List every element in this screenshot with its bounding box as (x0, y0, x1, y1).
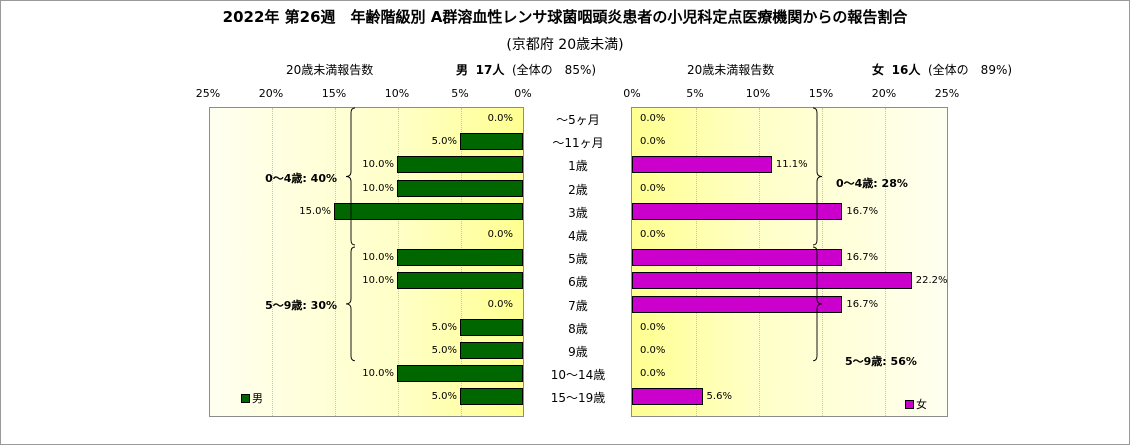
female-tick-label: 5% (686, 87, 704, 100)
male-value-label: 5.0% (431, 345, 457, 356)
male-gridline (335, 108, 336, 416)
age-category-label: 10～14歳 (550, 368, 606, 383)
female-summary-count: 16人 (891, 63, 921, 77)
age-category-label: ～5ヶ月 (556, 113, 600, 127)
male-legend-swatch (241, 393, 250, 403)
female-tick-label: 25% (934, 87, 960, 100)
female-bar (632, 295, 843, 313)
male-value-label: 15.0% (299, 205, 331, 217)
male-legend-label: 男 (252, 392, 263, 405)
female-tick-label: 10% (745, 87, 771, 100)
female-summary-share: (全体の 89%) (928, 63, 1013, 77)
age-category-label: 15～19歳 (550, 391, 606, 406)
male-bar (397, 365, 523, 383)
male-group-brace (345, 107, 356, 246)
female-tick-label: 20% (871, 87, 897, 100)
male-summary-sex: 男 (456, 63, 469, 77)
male-value-label: 5.0% (431, 321, 457, 333)
female-bar (632, 272, 912, 290)
female-value-label: 0.0% (640, 229, 666, 240)
age-category-label: ～11ヶ月 (552, 136, 604, 151)
female-value-label: 0.0% (640, 321, 666, 333)
female-group-label: 0～4歳: 28% (836, 176, 908, 190)
female-value-label: 0.0% (640, 368, 666, 380)
age-category-label: 5歳 (568, 252, 588, 267)
male-value-label: 5.0% (431, 136, 457, 148)
male-group-brace (345, 246, 356, 362)
female-group-brace (812, 107, 823, 246)
female-summary-sex: 女 (872, 63, 885, 77)
female-value-label: 11.1% (775, 159, 808, 171)
female-summary: 女 16人 (全体の 89%) (872, 61, 1012, 78)
male-bar (334, 202, 523, 220)
female-group-label: 5～9歳: 56% (845, 355, 917, 368)
female-value-label: 0.0% (640, 345, 666, 356)
female-bar (632, 156, 772, 174)
female-value-label: 16.7% (846, 252, 879, 264)
male-summary: 男 17人 (全体の 85%) (456, 61, 596, 78)
female-legend-swatch (905, 399, 914, 409)
male-value-label: 10.0% (362, 159, 394, 171)
male-tick-label: 0% (514, 87, 532, 100)
female-value-label: 16.7% (846, 298, 879, 310)
female-bar (632, 249, 843, 267)
age-category-label: 2歳 (568, 182, 588, 197)
age-category-label: 9歳 (568, 345, 588, 359)
male-bar (397, 179, 523, 197)
male-value-label: 0.0% (487, 113, 513, 124)
male-bar (460, 342, 523, 359)
male-bar (460, 388, 523, 406)
male-bar (397, 272, 523, 290)
male-bar (397, 156, 523, 174)
male-value-label: 10.0% (362, 252, 394, 264)
female-value-label: 0.0% (640, 182, 666, 194)
male-tick-label: 5% (451, 87, 469, 100)
female-gridline (885, 108, 886, 416)
female-bar (632, 202, 843, 220)
male-summary-count: 17人 (475, 63, 505, 77)
male-bar (397, 249, 523, 267)
male-value-label: 10.0% (362, 275, 394, 287)
male-value-label: 10.0% (362, 182, 394, 194)
female-value-label: 0.0% (640, 136, 666, 148)
age-category-label: 1歳 (568, 159, 588, 174)
male-value-label: 10.0% (362, 368, 394, 380)
male-tick-label: 10% (384, 87, 410, 100)
female-tick-label: 15% (808, 87, 834, 100)
male-legend: 男 (241, 390, 263, 406)
male-bar (460, 133, 523, 151)
female-bar (632, 388, 703, 406)
female-legend: 女 (905, 396, 927, 412)
male-group-label: 0～4歳: 40% (265, 171, 337, 185)
male-bar (460, 318, 523, 336)
male-value-label: 5.0% (431, 391, 457, 403)
female-value-label: 0.0% (640, 113, 666, 124)
male-group-label: 5～9歳: 30% (265, 299, 337, 313)
male-tick-label: 15% (321, 87, 347, 100)
age-category-label: 4歳 (568, 229, 588, 243)
female-axis-label: 20歳未満報告数 (687, 63, 775, 77)
male-value-label: 0.0% (487, 229, 513, 240)
male-summary-share: (全体の 85%) (512, 63, 597, 77)
chart-subtitle: (京都府 20歳未満) (506, 37, 624, 53)
age-category-label: 3歳 (568, 205, 588, 220)
age-category-label: 6歳 (568, 275, 588, 290)
male-value-label: 0.0% (487, 298, 513, 310)
female-value-label: 16.7% (846, 205, 879, 217)
age-category-label: 7歳 (568, 298, 588, 313)
male-tick-label: 20% (258, 87, 284, 100)
female-tick-label: 0% (623, 87, 641, 100)
female-value-label: 5.6% (706, 391, 732, 403)
male-gridline (272, 108, 273, 416)
chart-title: 2022年 第26週 年齢階級別 A群溶血性レンサ球菌咽頭炎患者の小児科定点医療… (222, 8, 908, 26)
male-tick-label: 25% (195, 87, 221, 100)
age-category-label: 8歳 (568, 321, 588, 336)
female-group-brace (812, 246, 823, 362)
female-value-label: 22.2% (915, 275, 948, 287)
male-axis-label: 20歳未満報告数 (286, 63, 374, 77)
female-legend-label: 女 (916, 398, 927, 411)
